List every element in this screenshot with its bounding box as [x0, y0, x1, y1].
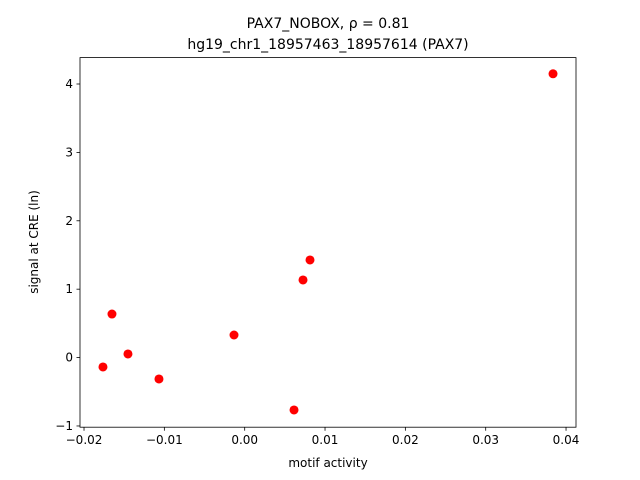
chart-title: PAX7_NOBOX, ρ = 0.81: [247, 16, 410, 32]
point: [305, 255, 315, 265]
y-tick-label: 0: [65, 351, 73, 365]
x-axis-label: motif activity: [288, 456, 367, 470]
y-axis-label: signal at CRE (ln): [27, 190, 41, 294]
chart-subtitle: hg19_chr1_18957463_18957614 (PAX7): [187, 37, 468, 53]
y-tick-label: 2: [65, 214, 73, 228]
x-tick-label: 0.02: [392, 433, 419, 447]
x-tick-label: −0.02: [66, 433, 103, 447]
point: [298, 275, 308, 285]
y-tick-label: 1: [65, 282, 73, 296]
point: [548, 69, 558, 79]
y-tick-label: 4: [65, 77, 73, 91]
point: [123, 349, 133, 359]
x-tick-label: 0.03: [472, 433, 499, 447]
x-tick-label: 0.00: [231, 433, 258, 447]
x-tick-label: −0.01: [146, 433, 183, 447]
plot-frame: [79, 57, 577, 428]
y-tick-label: −1: [55, 419, 73, 433]
point: [98, 362, 108, 372]
point: [229, 330, 239, 340]
point: [154, 374, 164, 384]
y-tick-label: 3: [65, 145, 73, 159]
point: [107, 309, 117, 319]
point: [289, 405, 299, 415]
x-tick-label: 0.01: [312, 433, 339, 447]
x-tick-label: 0.04: [553, 433, 580, 447]
